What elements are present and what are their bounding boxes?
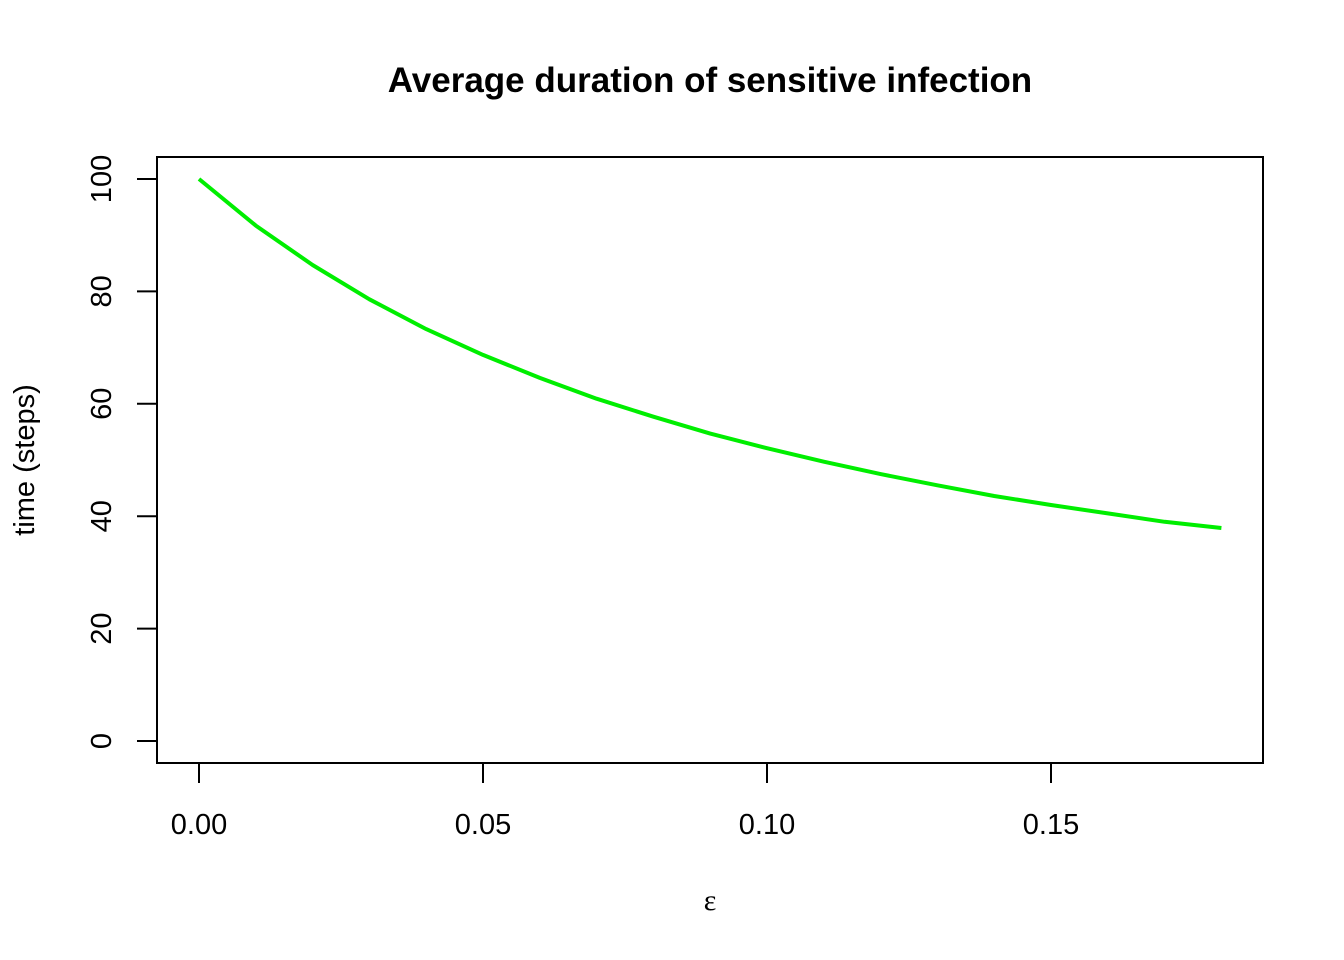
x-tick-label: 0.10	[739, 809, 795, 841]
x-tick-label: 0.00	[171, 809, 227, 841]
y-tick-label: 20	[86, 612, 118, 644]
chart-title: Average duration of sensitive infection	[388, 61, 1032, 100]
series-line	[197, 177, 1222, 530]
plot-frame	[156, 156, 1264, 764]
x-axis: 0.00 0.05 0.10 0.15	[171, 762, 1079, 841]
x-tick-label: 0.15	[1023, 809, 1079, 841]
y-tick-label: 80	[86, 275, 118, 307]
x-axis-label: ε	[704, 884, 717, 917]
series-layer	[197, 177, 1222, 530]
y-tick-label: 40	[86, 500, 118, 532]
y-tick-label: 100	[86, 155, 118, 203]
y-axis-label: time (steps)	[9, 384, 41, 535]
y-tick-label: 60	[86, 388, 118, 420]
y-axis: 0 20 40 60 80 100	[86, 155, 158, 749]
x-tick-label: 0.05	[455, 809, 511, 841]
y-tick-label: 0	[86, 733, 118, 749]
